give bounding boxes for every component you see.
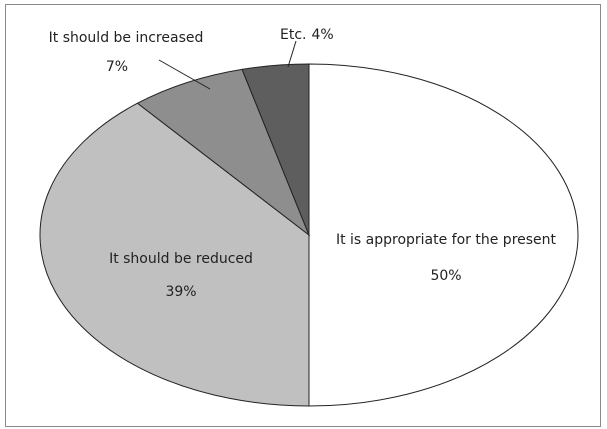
leader-line-increased (158, 59, 211, 90)
pie-slice-etc (241, 63, 310, 236)
slice-value-increased: 7% (106, 59, 128, 75)
chart-frame: It is appropriate for the present 50% It… (5, 4, 601, 427)
leader-line-etc (287, 40, 297, 68)
slice-value-reduced: 39% (165, 284, 196, 300)
pie-slice-increased (136, 68, 311, 237)
pie-slice-reduced (39, 102, 310, 407)
slice-label-appropriate: It is appropriate for the present (336, 232, 557, 248)
slice-label-increased: It should be increased (49, 30, 204, 46)
slice-label-etc: Etc. 4% (280, 27, 334, 43)
slice-label-reduced: It should be reduced (109, 251, 253, 267)
pie-chart: It is appropriate for the present 50% It… (39, 27, 579, 407)
pie-slice-appropriate (308, 63, 579, 407)
slice-value-appropriate: 50% (430, 268, 461, 284)
